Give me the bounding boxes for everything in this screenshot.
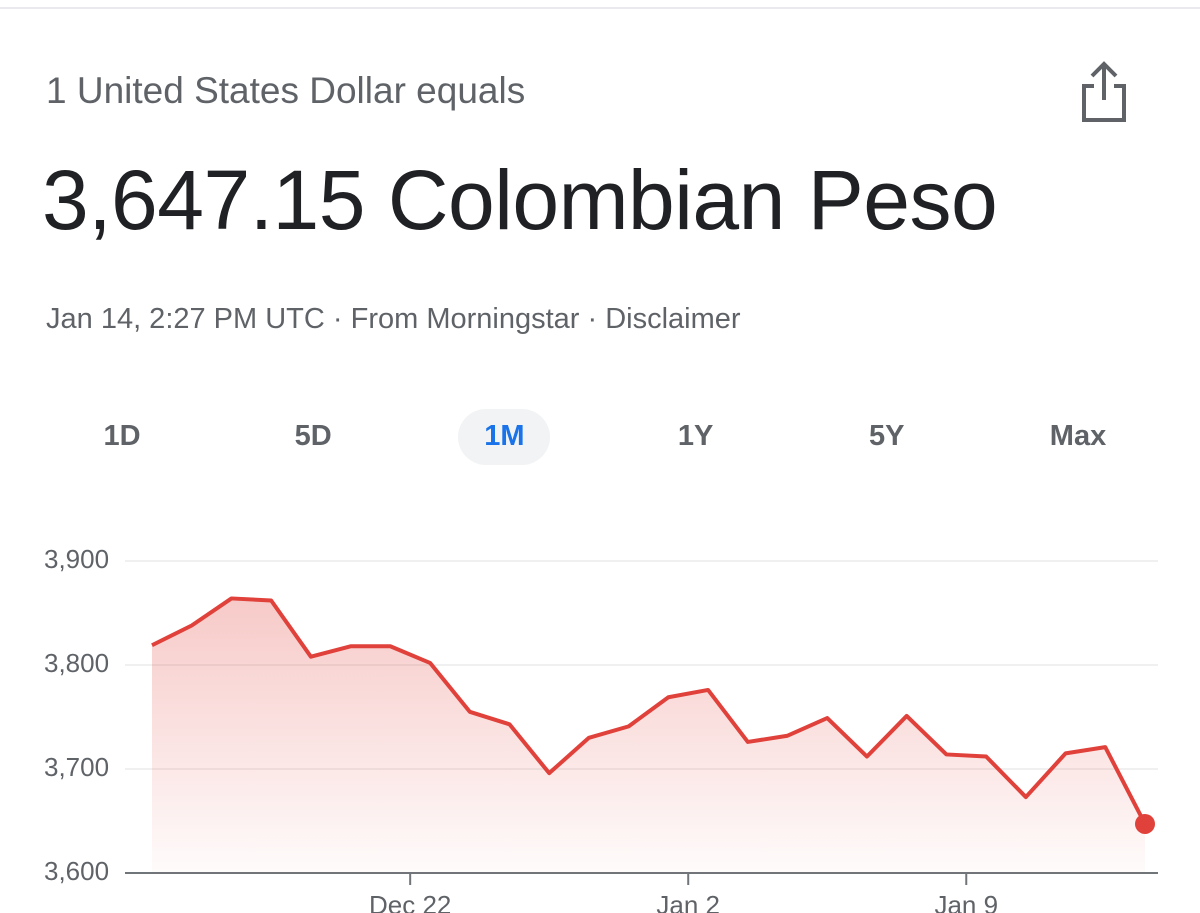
range-tab[interactable]: 1D xyxy=(103,420,141,452)
range-tab[interactable]: Max xyxy=(1049,420,1107,452)
y-tick-label: 3,700 xyxy=(44,752,109,782)
x-tick-label: Jan 9 xyxy=(934,890,998,913)
range-tab[interactable]: 5D xyxy=(294,420,332,452)
share-button[interactable] xyxy=(1078,60,1130,124)
range-tab[interactable]: 1M xyxy=(458,409,551,465)
meta-line: Jan 14, 2:27 PM UTC · From Morningstar ·… xyxy=(46,303,741,335)
x-tick-label: Dec 22 xyxy=(369,890,451,913)
y-tick-label: 3,800 xyxy=(44,648,109,678)
range-tab[interactable]: 1Y xyxy=(677,420,714,452)
line xyxy=(151,596,1147,825)
y-tick-label: 3,900 xyxy=(44,544,109,574)
rate-title: 3,647.15 Colombian Peso xyxy=(42,153,998,247)
range-tab[interactable]: 5Y xyxy=(869,420,905,452)
x-tick-label: Jan 2 xyxy=(656,890,720,913)
last-point xyxy=(1135,813,1155,834)
y-tick-label: 3,600 xyxy=(44,856,109,886)
divider xyxy=(0,7,1200,9)
subtitle: 1 United States Dollar equals xyxy=(46,70,526,111)
area xyxy=(152,598,1145,873)
